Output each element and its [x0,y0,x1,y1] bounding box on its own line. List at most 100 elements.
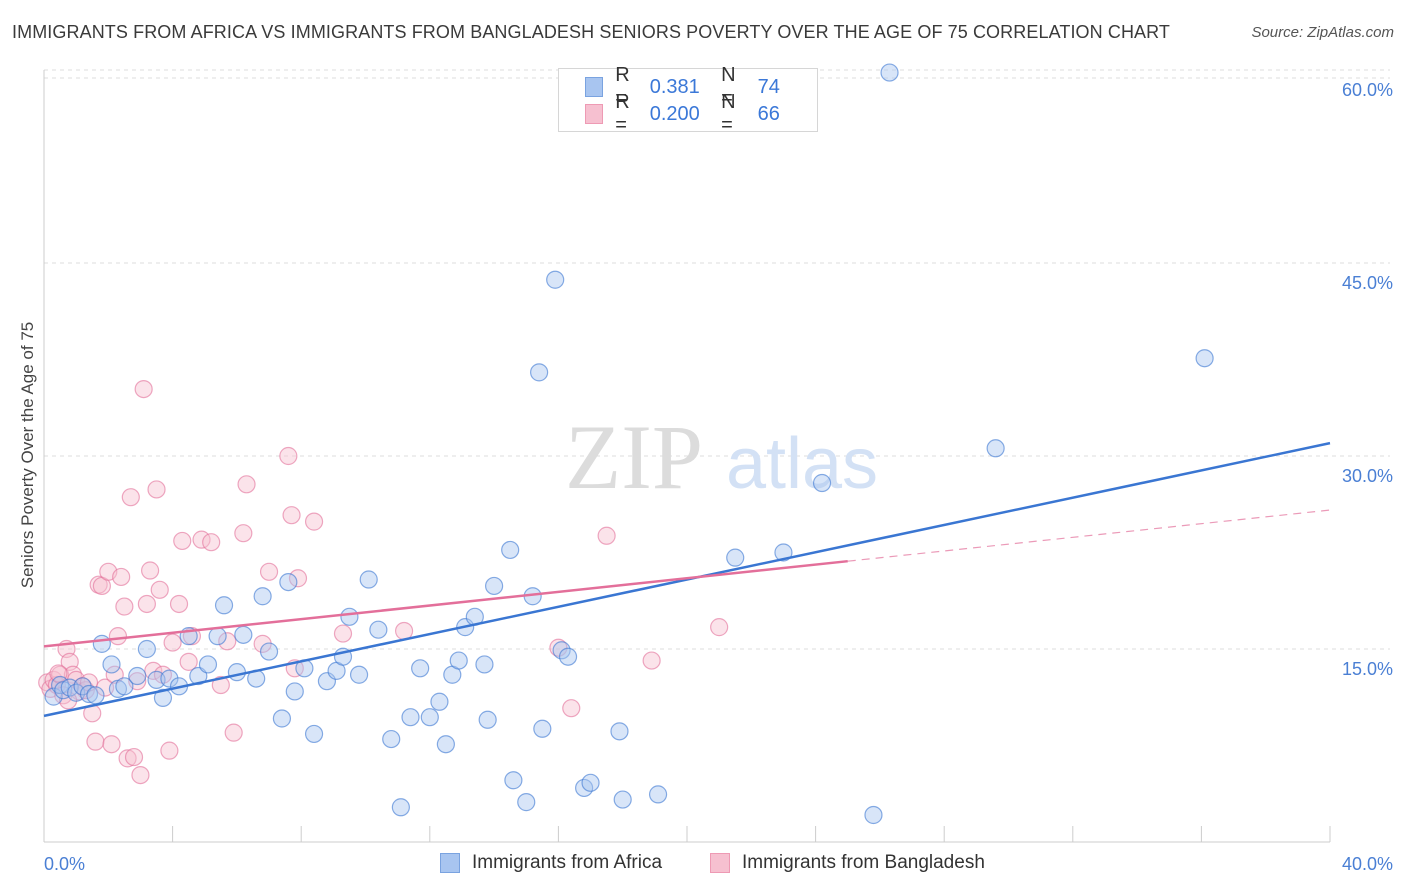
africa-point [214,596,234,615]
bangladesh-point [211,675,230,695]
tick-labels: 15.0% 30.0% 45.0% 60.0% 0.0% 40.0% [44,80,1393,874]
bangladesh-point [160,741,179,760]
bangladesh-point [234,524,253,543]
bangladesh-point [562,699,581,718]
gridlines [44,69,1390,650]
africa-point [92,634,111,653]
bangladesh-point [115,597,134,616]
bangladesh-point [147,480,166,499]
y-tick-label: 15.0% [1342,659,1393,679]
africa-point [391,798,410,817]
africa-point [986,439,1005,458]
africa-point [79,684,99,704]
bangladesh-point [333,624,353,643]
bangladesh-point [288,569,308,588]
africa-point [864,805,883,825]
africa-point [234,625,253,644]
africa-point [227,663,246,682]
africa-legend-swatch [440,853,460,873]
africa-n-value: 74 [757,75,780,98]
africa-point [259,642,279,661]
bangladesh-point [304,512,324,531]
r-label: R = [615,91,630,136]
trend-lines [43,441,1331,718]
africa-point [189,666,208,686]
africa-point [449,651,468,670]
legend-row-bangladesh: R = 0.200 N = 66 [585,91,817,136]
y-tick-label: 60.0% [1342,80,1393,100]
bangladesh-point [140,561,160,580]
africa-point [115,677,134,696]
bangladesh-trend-line [43,559,848,648]
bangladesh-legend-label: Immigrants from Bangladesh [742,852,985,873]
africa-point [530,363,549,382]
africa-point [401,708,420,727]
africa-point [533,719,552,738]
bangladesh-point [179,652,198,671]
bangladesh-point [202,533,221,552]
africa-point [475,655,494,674]
bangladesh-point [163,633,182,652]
africa-point [198,655,218,674]
africa-point [517,793,536,812]
y-tick-label: 45.0% [1342,273,1393,293]
africa-trend-line [43,441,1331,718]
bangladesh-point [710,618,729,637]
africa-point [340,607,359,626]
africa-point [272,709,292,728]
africa-point [546,270,565,289]
watermark-zip: ZIP [565,406,703,508]
africa-point [285,682,304,701]
africa-point [420,708,439,727]
africa-point [501,540,520,560]
africa-point [349,665,369,684]
africa-point [1195,349,1214,368]
bangladesh-point [279,446,298,466]
y-tick-label: 30.0% [1342,466,1393,486]
africa-point [812,473,832,493]
africa-point [558,647,578,666]
source-label: Source: ZipAtlas.com [1251,24,1394,41]
africa-point [44,687,63,706]
bangladesh-point [108,627,128,646]
bangladesh-point [224,723,243,742]
bangladesh-point [105,665,124,684]
watermark-atlas: atlas [726,424,878,504]
bangladesh-point [49,664,68,683]
africa-point [610,722,629,741]
bangladesh-point [112,567,131,587]
bangladesh-n-value: 66 [757,102,780,125]
africa-point [359,570,378,589]
africa-point [208,627,227,646]
stats-legend: R = 0.381 N = 74 R = 0.200 N = 66 [558,64,818,136]
axes [43,70,1331,843]
africa-point [102,655,121,674]
bangladesh-legend-swatch [710,853,730,873]
bottom-legend-africa: Immigrants from Africa [440,852,662,874]
africa-point [153,688,173,707]
africa-point [436,735,455,754]
africa-point [774,543,793,562]
bangladesh-point [642,651,661,670]
bangladesh-point [259,562,279,581]
africa-point [411,659,430,678]
x-tick-label: 0.0% [44,854,85,874]
bangladesh-point [121,488,140,507]
africa-point [613,790,632,809]
africa-point [581,773,600,792]
n-label: N = [721,64,736,109]
africa-point [504,771,523,790]
bangladesh-r-value: 0.200 [649,102,700,125]
bangladesh-swatch [585,104,604,124]
bangladesh-point [118,749,137,768]
africa-r-value: 0.381 [649,75,700,98]
africa-point [430,692,449,711]
bangladesh-point [137,594,156,614]
watermark: ZIP atlas [565,406,878,508]
bangladesh-point [237,475,256,494]
r-label: R = [615,64,630,109]
bangladesh-point [218,632,237,651]
bangladesh-point [131,765,150,785]
x-tick-label: 40.0% [1342,854,1393,874]
